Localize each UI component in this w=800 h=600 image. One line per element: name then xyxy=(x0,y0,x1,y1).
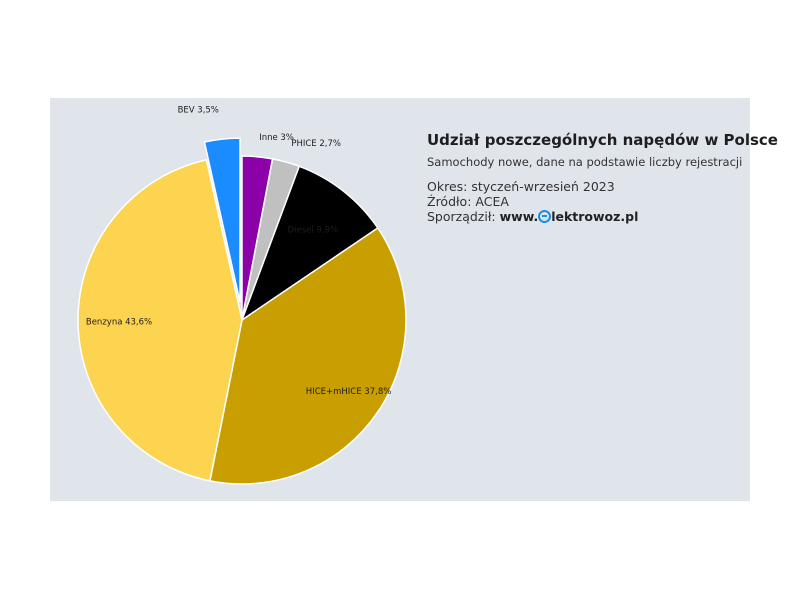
chart-panel: Inne 3% PHICE 2,7% Diesel 9,9% HICE+mHICE 3… xyxy=(50,98,778,501)
slice-label-phice: PHICE 2,7% xyxy=(291,139,341,149)
pie-chart: Inne 3%PHICE 2,7% Diesel 9,9% HICE+mHICE 3… xyxy=(77,106,407,485)
chart-subtitle: Samochody nowe, dane na podstawie liczby… xyxy=(427,155,743,169)
chart-info: Udział poszczególnych napędów w Polsce S… xyxy=(427,131,778,224)
slice-label-bev: BEV 3,5% xyxy=(178,106,219,116)
period-text: Okres: styczeń-wrzesień 2023 xyxy=(427,179,615,194)
slice-label-benzyna: Benzyna 43,6% xyxy=(86,317,152,327)
pie-slice-benzyna xyxy=(77,159,243,482)
slice-label-diesel: Diesel 9,9% xyxy=(288,226,338,236)
brand-www: www. xyxy=(499,209,539,224)
source-text: Źródło: ACEA xyxy=(427,194,509,209)
electric-plug-logo-icon xyxy=(538,210,552,223)
pie-slice-diesel xyxy=(240,165,379,322)
slice-label-hice-mhice: HICE+mHICE 37,8% xyxy=(306,387,392,397)
slice-label-inne: Inne 3% xyxy=(259,133,294,143)
author-line: Sporządził: www. lektrowoz.pl xyxy=(427,209,742,224)
brand-name: lektrowoz.pl xyxy=(551,209,639,224)
chart-title: Udział poszczególnych napędów w Polsce xyxy=(427,131,778,149)
pie-slice-hice-mhice xyxy=(209,226,407,485)
author-prefix: Sporządził: xyxy=(427,209,500,224)
pie-slice-bev xyxy=(203,137,241,303)
